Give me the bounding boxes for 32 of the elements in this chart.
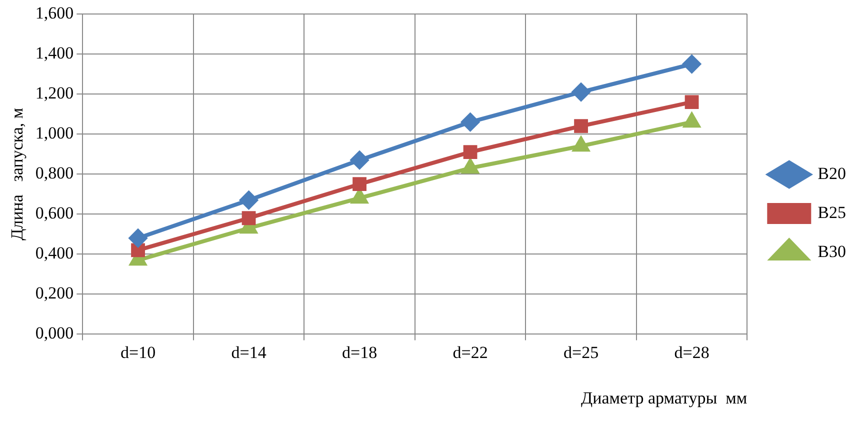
y-tick-label: 1,000 (35, 124, 74, 143)
point (463, 145, 478, 160)
x-tick-label: d=25 (563, 342, 599, 362)
point (572, 83, 590, 102)
y-tick-label: 1,600 (35, 3, 74, 22)
x-axis-title: Диаметр арматуры мм (581, 388, 748, 408)
x-tick-label: d=28 (674, 342, 710, 362)
y-tick-label: 0,600 (35, 204, 74, 223)
point (240, 191, 258, 210)
y-tick-label: 0,200 (35, 284, 74, 303)
x-tick-label: d=18 (342, 342, 378, 362)
point (574, 119, 588, 134)
point (129, 229, 148, 248)
x-tick-label: d=22 (452, 342, 488, 362)
x-tick-label: d=10 (120, 342, 156, 362)
legend-label: B30 (818, 242, 846, 261)
point (350, 151, 369, 170)
x-tick-label: d=14 (231, 342, 267, 362)
y-tick-label: 0,800 (35, 164, 74, 183)
point (461, 113, 480, 132)
y-tick-label: 0,000 (35, 324, 74, 343)
point (242, 211, 256, 226)
y-tick-label: 1,400 (35, 43, 74, 62)
legend-label: B20 (818, 164, 846, 183)
y-tick-label: 1,200 (35, 84, 74, 103)
legend-label: B25 (818, 202, 846, 222)
point (131, 243, 145, 258)
y-tick-label: 0,400 (35, 244, 74, 263)
y-axis-title: Длина запуска, м (8, 108, 27, 240)
point (682, 55, 701, 74)
point (684, 95, 699, 110)
point (352, 177, 366, 192)
